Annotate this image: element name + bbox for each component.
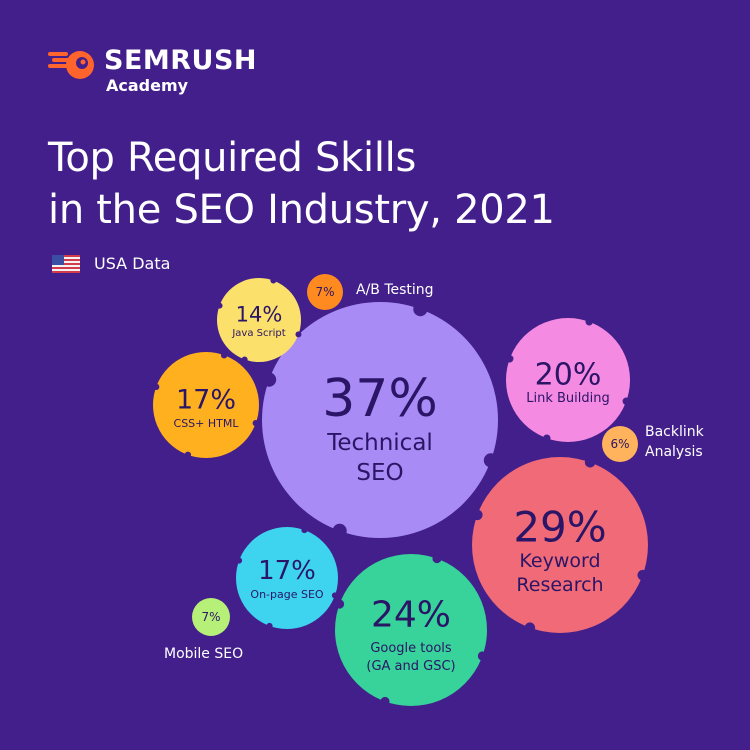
bubble-on-page-seo-notch-1 [266, 622, 273, 629]
bubble-link-building-label: Link Building [526, 391, 610, 406]
bubble-keyword-research-value: 29% [513, 503, 606, 552]
bubble-java-script-label: Java Script [231, 328, 285, 339]
bubble-on-page-seo: 17% On-page SEO [236, 527, 338, 629]
bubble-technical-seo-value: 37% [322, 369, 438, 429]
bubble-google-tools-ga-and-gsc-notch-2 [335, 599, 345, 609]
bubble-on-page-seo-notch-2 [236, 557, 243, 564]
bubble-keyword-research-notch-1 [524, 622, 536, 633]
bubble-css-html-notch-3 [220, 352, 228, 359]
region-text: USA Data [94, 254, 171, 273]
bubble-css-html-notch-2 [153, 383, 160, 391]
bubble-on-page-seo-notch-0 [331, 592, 338, 599]
bubble-css-html-notch-1 [184, 451, 192, 458]
bubble-google-tools-ga-and-gsc-notch-1 [380, 696, 390, 706]
bubble-technical-seo-notch-0 [483, 453, 498, 468]
bubble-backlink-analysis-circle [602, 426, 638, 462]
region-label: USA Data [52, 254, 170, 273]
bubble-css-html-notch-0 [252, 419, 259, 427]
bubble-java-script-value: 14% [236, 302, 283, 326]
bubble-technical-seo-label: Technical [326, 430, 433, 456]
bubble-backlink-analysis-label: Backlink [645, 424, 705, 440]
brand: SEMRUSH Academy [48, 46, 257, 96]
bubble-mobile-seo-circle [192, 598, 230, 636]
bubble-java-script: 14% Java Script [216, 277, 302, 363]
bubble-mobile-seo-label: Mobile SEO [164, 646, 243, 662]
bubble-on-page-seo-circle [236, 527, 338, 629]
bubble-google-tools-ga-and-gsc-label: (GA and GSC) [366, 659, 455, 674]
brand-sub: Academy [106, 76, 189, 95]
bubble-google-tools-ga-and-gsc-value: 24% [371, 595, 451, 636]
bubble-link-building-value: 20% [535, 358, 602, 393]
bubble-java-script-notch-2 [216, 302, 223, 309]
bubble-backlink-analysis-label: Analysis [645, 444, 703, 460]
title-line-1: Top Required Skills [48, 135, 416, 181]
bubble-backlink-analysis: 6% Backlink Analysis [602, 424, 705, 462]
bubble-java-script-notch-0 [295, 331, 302, 338]
bubble-keyword-research-notch-0 [637, 569, 648, 581]
bubble-link-building-circle [506, 318, 630, 442]
bubble-mobile-seo-value: 7% [201, 610, 220, 624]
bubble-a-b-testing-value: 7% [315, 285, 334, 299]
bubble-technical-seo-notch-2 [262, 372, 277, 387]
semrush-fireball-icon [48, 51, 94, 79]
bubble-keyword-research-notch-3 [584, 457, 596, 468]
bubble-java-script-circle [217, 278, 301, 362]
bubble-link-building-notch-0 [622, 397, 630, 405]
bubble-on-page-seo-label: On-page SEO [250, 588, 324, 601]
bubble-on-page-seo-value: 17% [258, 556, 316, 586]
bubble-a-b-testing-circle [307, 274, 343, 310]
bubble-link-building-notch-1 [543, 434, 551, 442]
bubble-keyword-research-label: Keyword [519, 550, 600, 572]
bubble-google-tools-ga-and-gsc-notch-0 [477, 651, 487, 661]
bubble-a-b-testing: 7% A/B Testing [307, 274, 434, 310]
bubble-mobile-seo: 7% Mobile SEO [164, 598, 243, 662]
bubble-google-tools-ga-and-gsc-label: Google tools [370, 641, 452, 656]
bubble-css-html: 17% CSS+ HTML [153, 352, 259, 458]
bubble-java-script-notch-1 [241, 356, 248, 363]
bubble-technical-seo-label: SEO [356, 460, 403, 486]
bubble-google-tools-ga-and-gsc-circle [335, 554, 487, 706]
bubble-css-html-value: 17% [176, 384, 236, 415]
brand-name: SEMRUSH [104, 45, 258, 76]
bubble-keyword-research-notch-2 [472, 509, 483, 521]
bubble-technical-seo-notch-1 [332, 523, 347, 538]
bubble-google-tools-ga-and-gsc: 24% Google tools (GA and GSC) [335, 554, 487, 706]
bubble-link-building-notch-2 [506, 355, 514, 363]
title-line-2: in the SEO Industry, 2021 [48, 187, 555, 233]
bubble-link-building-notch-3 [585, 318, 593, 326]
bubble-on-page-seo-notch-3 [301, 527, 308, 534]
us-flag-icon [52, 254, 80, 273]
bubble-a-b-testing-label: A/B Testing [356, 282, 434, 298]
bubble-css-html-circle [153, 352, 259, 458]
bubble-link-building: 20%Link Building [506, 318, 630, 442]
bubble-technical-seo-circle [262, 302, 498, 538]
bubble-google-tools-ga-and-gsc-notch-3 [432, 554, 442, 564]
bubble-css-html-label: CSS+ HTML [174, 417, 240, 430]
bubble-backlink-analysis-value: 6% [610, 437, 629, 451]
bubble-technical-seo: 37%Technical SEO [262, 302, 498, 538]
bubble-keyword-research-circle [472, 457, 648, 633]
bubble-technical-seo-notch-3 [413, 302, 428, 317]
bubble-keyword-research-label: Research [516, 574, 603, 596]
bubble-java-script-notch-3 [270, 277, 277, 284]
page-title: Top Required Skills in the SEO Industry,… [48, 132, 555, 236]
